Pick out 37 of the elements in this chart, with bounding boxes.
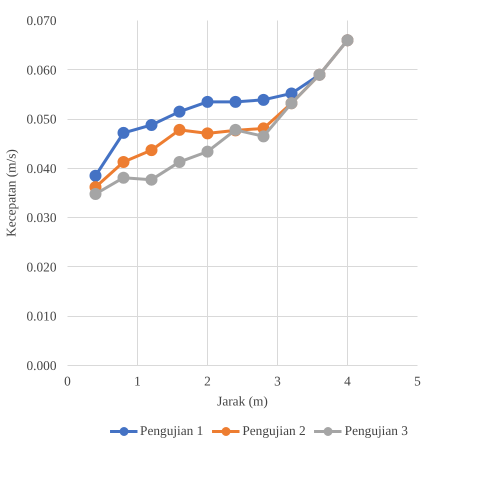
- point: [174, 156, 186, 168]
- point: [258, 130, 270, 142]
- x-axis-title: Jarak (m): [217, 394, 268, 408]
- x-tick-label: 0: [64, 374, 72, 388]
- point: [146, 118, 158, 131]
- point: [146, 144, 158, 156]
- legend-label: Pengujian 1: [140, 423, 204, 439]
- point: [202, 146, 214, 158]
- point: [146, 174, 158, 186]
- y-tick-label: 0.070: [26, 13, 57, 28]
- point: [90, 170, 102, 182]
- y-tick-label: 0.050: [26, 112, 57, 127]
- x-tick-label: 2: [204, 374, 211, 388]
- x-tick-label: 5: [414, 374, 422, 388]
- point: [118, 126, 130, 139]
- y-tick-label: 0.000: [26, 358, 57, 373]
- point: [90, 188, 102, 200]
- point: [118, 156, 130, 168]
- x-tick-label: 3: [274, 374, 282, 388]
- x-tick-label: 1: [134, 374, 141, 388]
- y-tick-label: 0.010: [26, 308, 57, 324]
- point: [258, 94, 270, 106]
- point: [174, 124, 186, 136]
- point: [230, 96, 242, 108]
- y-tick-label: 0.020: [26, 259, 57, 274]
- y-axis-title: Kecepatan (m/s): [4, 149, 19, 237]
- point: [202, 127, 214, 140]
- point: [118, 172, 130, 184]
- y-tick-label: 0.040: [26, 160, 57, 176]
- legend-label: Pengujian 2: [242, 423, 306, 439]
- point: [202, 96, 214, 108]
- x-tick-label: 4: [344, 374, 352, 388]
- point: [286, 87, 298, 100]
- y-tick-label: 0.030: [26, 210, 57, 226]
- legend-label: Pengujian 3: [344, 423, 408, 439]
- point: [174, 106, 186, 118]
- y-tick-label: 0.060: [26, 62, 57, 78]
